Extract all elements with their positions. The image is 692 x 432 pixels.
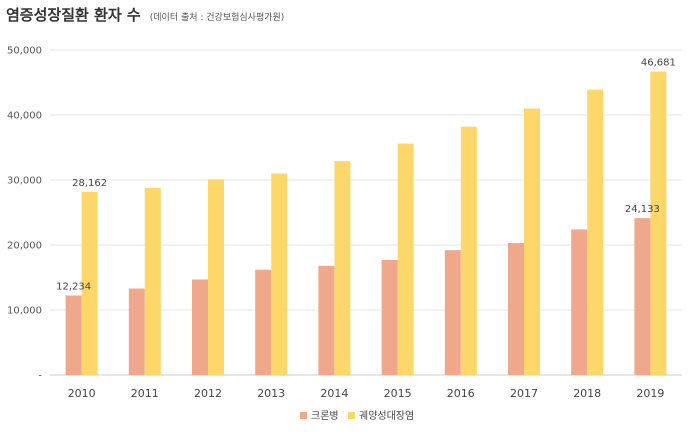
- y-tick-label: 20,000: [7, 241, 42, 252]
- x-tick-label: 2018: [573, 387, 601, 400]
- bar-crohn: [381, 259, 398, 375]
- bar-uc: [650, 71, 667, 376]
- x-tick-label: 2017: [510, 387, 538, 400]
- bar-crohn: [634, 218, 651, 375]
- x-tick-label: 2016: [447, 387, 475, 400]
- x-tick-label: 2013: [257, 387, 285, 400]
- chart-title-block: 염증성장질환 환자 수 (데이터 출처 : 건강보험심사평가원): [6, 4, 284, 25]
- x-tick-label: 2010: [68, 387, 96, 400]
- data-label: 24,133: [625, 204, 660, 215]
- y-tick-label: 50,000: [7, 46, 42, 57]
- x-tick-label: 2014: [320, 387, 348, 400]
- bar-uc: [208, 179, 224, 375]
- bar-crohn: [508, 243, 524, 375]
- bar-crohn: [192, 279, 208, 375]
- bar-uc: [587, 89, 604, 376]
- x-tick-label: 2011: [131, 387, 159, 400]
- data-label: 28,162: [72, 178, 107, 189]
- bar-uc: [271, 173, 288, 375]
- legend-swatch: [300, 412, 307, 419]
- legend-label: 궤양성대장염: [359, 410, 414, 422]
- y-tick-label: 10,000: [7, 306, 42, 317]
- bar-crohn: [318, 265, 335, 375]
- chart-subtitle: (데이터 출처 : 건강보험심사평가원): [149, 13, 285, 23]
- chart-title: 염증성장질환 환자 수: [6, 6, 141, 24]
- bar-uc: [524, 108, 540, 375]
- bar-uc: [397, 143, 414, 375]
- bar-uc: [144, 187, 161, 375]
- bar-crohn: [571, 229, 588, 375]
- legend-label: 크론병: [311, 410, 339, 422]
- bar-crohn: [128, 288, 145, 375]
- y-tick-label: -: [38, 371, 42, 382]
- y-tick-label: 30,000: [7, 176, 42, 187]
- legend-swatch: [348, 412, 355, 419]
- x-tick-label: 2012: [194, 387, 222, 400]
- x-tick-label: 2019: [636, 387, 664, 400]
- data-label: 12,234: [56, 281, 91, 292]
- bar-uc: [81, 191, 98, 375]
- y-tick-label: 40,000: [7, 111, 42, 122]
- bar-uc: [334, 161, 351, 375]
- bar-crohn: [65, 295, 82, 375]
- x-tick-label: 2015: [384, 387, 412, 400]
- data-label: 46,681: [641, 58, 676, 69]
- bar-crohn: [444, 250, 461, 375]
- bar-uc: [460, 126, 477, 375]
- bar-crohn: [255, 269, 272, 375]
